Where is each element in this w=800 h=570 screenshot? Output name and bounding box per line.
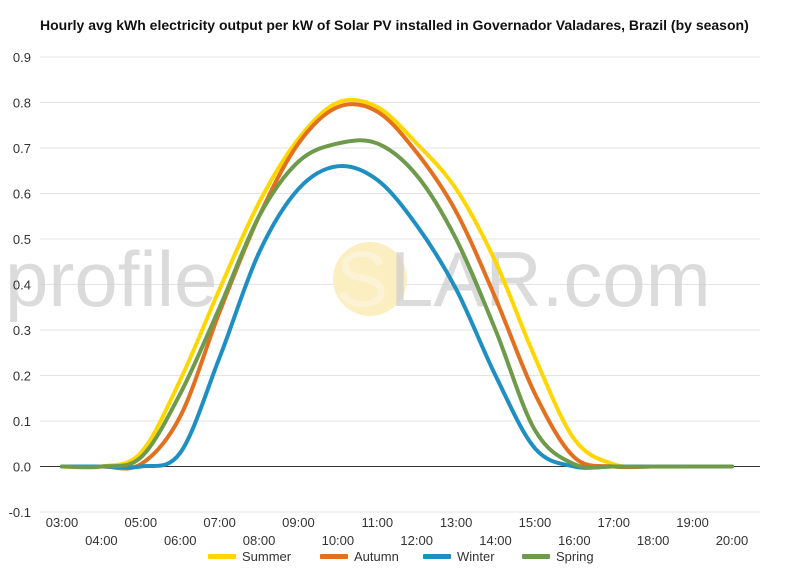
legend-item-spring: Spring	[522, 549, 594, 564]
legend-swatch	[423, 554, 451, 559]
legend-item-summer: Summer	[208, 549, 291, 564]
y-axis: -0.1 0.0 0.1 0.2 0.3 0.4 0.5 0.6 0.7 0.8 0.9	[9, 50, 31, 520]
y-tick-label: 0.5	[13, 232, 31, 247]
x-tick-label: 17:00	[597, 515, 630, 530]
y-tick-label: 0.9	[13, 50, 31, 65]
x-tick-label: 19:00	[676, 515, 709, 530]
y-tick-label: 0.3	[13, 323, 31, 338]
y-tick-label: 0.7	[13, 141, 31, 156]
x-tick-label: 16:00	[558, 533, 591, 548]
x-tick-label: 14:00	[479, 533, 512, 548]
x-tick-label: 10:00	[322, 533, 355, 548]
series-lines	[60, 97, 734, 471]
legend-label: Summer	[242, 549, 292, 564]
y-tick-label: 0.4	[13, 278, 31, 293]
x-tick-label: 05:00	[125, 515, 158, 530]
legend: Summer Autumn Winter Spring	[0, 549, 800, 567]
legend-swatch	[320, 554, 348, 559]
x-tick-label: 12:00	[400, 533, 433, 548]
x-tick-label: 06:00	[164, 533, 197, 548]
x-tick-label: 11:00	[361, 515, 393, 530]
y-tick-label: -0.1	[9, 505, 31, 520]
y-tick-label: 0.2	[13, 369, 31, 384]
legend-item-autumn: Autumn	[320, 549, 399, 564]
legend-label: Autumn	[354, 549, 399, 564]
legend-swatch	[522, 554, 550, 559]
legend-item-winter: Winter	[423, 549, 495, 564]
x-tick-label: 09:00	[282, 515, 315, 530]
chart: profile S LAR.com -0.1 0.0 0.1 0.2 0.3 0.4 0.5…	[5, 50, 760, 548]
legend-label: Spring	[556, 549, 594, 564]
legend-swatch	[208, 554, 236, 559]
watermark-sun-letter: S	[336, 235, 388, 323]
x-axis: 03:00 04:00 05:00 06:00 07:00 08:00 09:00 10:00…	[46, 515, 749, 548]
y-tick-label: 0.6	[13, 187, 31, 202]
y-tick-label: 0.0	[13, 460, 31, 475]
x-tick-label: 15:00	[519, 515, 552, 530]
grid-lines	[40, 56, 760, 513]
legend-label: Winter	[457, 549, 495, 564]
x-tick-label: 20:00	[716, 533, 749, 548]
series-line-summer	[60, 97, 734, 470]
x-tick-label: 04:00	[85, 533, 118, 548]
watermark-sun	[333, 242, 407, 316]
y-tick-label: 0.8	[13, 96, 31, 111]
y-tick-label: 0.1	[13, 414, 31, 429]
x-tick-label: 07:00	[203, 515, 236, 530]
x-tick-label: 18:00	[637, 533, 670, 548]
watermark: profile S LAR.com	[5, 235, 711, 323]
chart-title: Hourly avg kWh electricity output per kW…	[40, 17, 749, 33]
watermark-text-left: profile	[5, 235, 217, 323]
x-tick-label: 08:00	[243, 533, 276, 548]
watermark-text-right: LAR.com	[390, 235, 711, 323]
x-tick-label: 03:00	[46, 515, 79, 530]
series-line-spring	[60, 138, 734, 470]
x-tick-label: 13:00	[440, 515, 473, 530]
